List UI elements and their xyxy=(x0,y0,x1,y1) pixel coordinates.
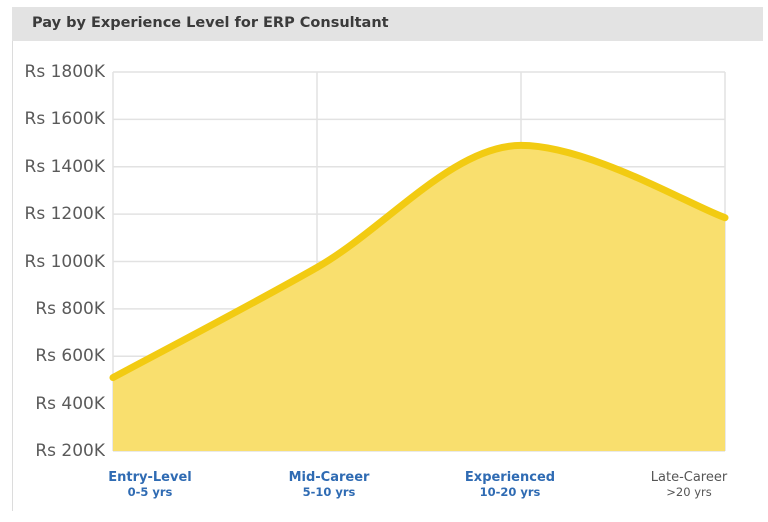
y-tick-label: Rs 200K xyxy=(35,441,105,461)
x-label-mid-career[interactable]: Mid-Career 5-10 yrs xyxy=(288,470,370,499)
y-tick-label: Rs 400K xyxy=(35,394,105,414)
y-tick-label: Rs 1000K xyxy=(24,252,105,272)
x-label-late-career: Late-Career >20 yrs xyxy=(650,470,728,499)
y-tick-label: Rs 1800K xyxy=(24,62,105,82)
y-axis-labels: Rs 1800K Rs 1600K Rs 1400K Rs 1200K Rs 1… xyxy=(13,0,105,522)
y-tick-label: Rs 800K xyxy=(35,299,105,319)
chart-header: Pay by Experience Level for ERP Consulta… xyxy=(12,7,763,41)
y-tick-label: Rs 600K xyxy=(35,346,105,366)
panel-border xyxy=(12,41,13,511)
x-label-experienced[interactable]: Experienced 10-20 yrs xyxy=(464,470,556,499)
y-tick-label: Rs 1400K xyxy=(24,157,105,177)
salary-line xyxy=(109,141,729,382)
x-label-entry-level[interactable]: Entry-Level 0-5 yrs xyxy=(108,470,192,499)
y-tick-label: Rs 1200K xyxy=(24,204,105,224)
chart-title: Pay by Experience Level for ERP Consulta… xyxy=(32,15,389,31)
salary-area-fill xyxy=(113,145,725,451)
y-tick-label: Rs 1600K xyxy=(24,109,105,129)
